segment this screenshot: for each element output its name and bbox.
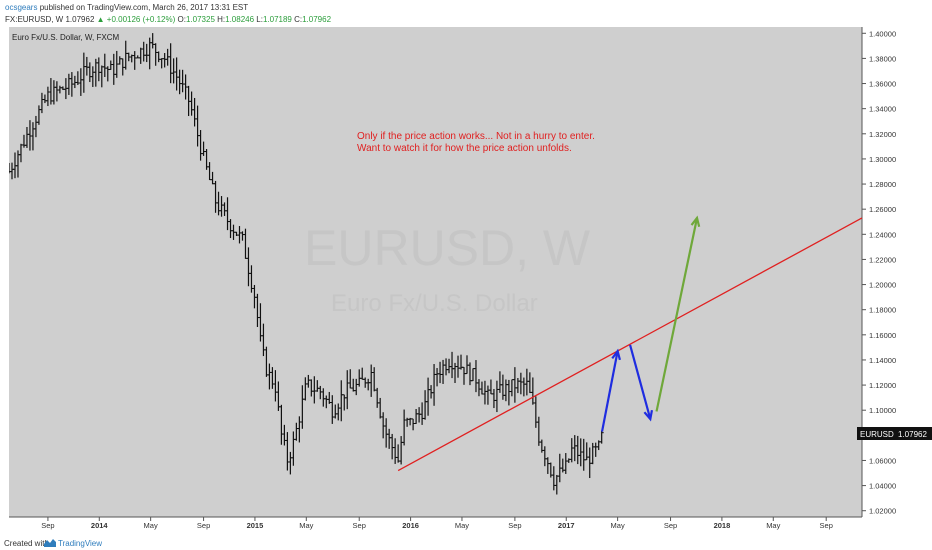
price-tick-label: 1.10000 xyxy=(869,406,896,415)
price-tick-label: 1.20000 xyxy=(869,281,896,290)
up-arrow-icon: ▲ xyxy=(96,15,105,24)
chart-svg[interactable]: EURUSD, W Euro Fx/U.S. Dollar Euro Fx/U.… xyxy=(7,27,932,537)
projection-green-arrow-head xyxy=(690,215,701,227)
author-name[interactable]: ocsgears xyxy=(5,3,38,12)
time-tick-label: May xyxy=(299,521,313,530)
time-tick-label: Sep xyxy=(664,521,677,530)
time-tick-label: May xyxy=(455,521,469,530)
close-label: C: xyxy=(294,15,303,24)
last-price: 1.07962 xyxy=(65,15,95,24)
price-axis: 1.40000 1.38000 1.36000 1.34000 1.32000 1.300… xyxy=(862,29,896,516)
time-tick-label: May xyxy=(144,521,158,530)
chart-area[interactable]: EURUSD, W Euro Fx/U.S. Dollar Euro Fx/U.… xyxy=(7,27,932,537)
time-tick-label: 2017 xyxy=(558,521,575,530)
time-tick-label: May xyxy=(611,521,625,530)
publish-info: ocsgears published on TradingView.com, M… xyxy=(5,3,248,12)
price-bars xyxy=(7,33,604,495)
annotation-line-2: Want to watch it for how the price actio… xyxy=(357,143,572,154)
time-tick-label: May xyxy=(766,521,780,530)
chart-title: Euro Fx/U.S. Dollar, W, FXCM xyxy=(12,33,119,42)
open-value: 1.07325 xyxy=(185,15,215,24)
time-tick-label: Sep xyxy=(41,521,54,530)
price-tick-label: 1.36000 xyxy=(869,80,896,89)
projection-blue-arrow-up[interactable] xyxy=(600,350,619,432)
price-tick-label: 1.12000 xyxy=(869,381,896,390)
price-tick-label: 1.02000 xyxy=(869,507,896,516)
price-tag-value: 1.07962 xyxy=(898,430,927,439)
open-label: O: xyxy=(177,15,186,24)
price-change: +0.00126 (+0.12%) xyxy=(106,15,176,24)
time-tick-label: Sep xyxy=(197,521,210,530)
drawing-overlays xyxy=(397,215,863,472)
plot-background xyxy=(9,27,862,517)
close-value: 1.07962 xyxy=(302,15,332,24)
price-tick-label: 1.22000 xyxy=(869,255,896,264)
price-tick-label: 1.34000 xyxy=(869,105,896,114)
footer: Created with TradingView xyxy=(0,537,932,550)
tradingview-logo-icon[interactable] xyxy=(44,538,56,549)
price-tick-label: 1.06000 xyxy=(869,456,896,465)
price-tick-label: 1.26000 xyxy=(869,205,896,214)
time-tick-label: 2015 xyxy=(247,521,264,530)
chart-header: ocsgears published on TradingView.com, M… xyxy=(3,2,903,28)
time-tick-label: Sep xyxy=(508,521,521,530)
watermark-symbol: EURUSD, W xyxy=(304,220,591,276)
price-tick-label: 1.14000 xyxy=(869,356,896,365)
low-value: 1.07189 xyxy=(262,15,292,24)
low-label: L: xyxy=(256,15,263,24)
price-tick-label: 1.40000 xyxy=(869,29,896,38)
ohlc-bar xyxy=(599,430,604,444)
tradingview-brand[interactable]: TradingView xyxy=(58,539,103,548)
time-tick-label: 2014 xyxy=(91,521,109,530)
projection-blue-arrow-down-head xyxy=(643,409,654,422)
projection-blue-arrow-down[interactable] xyxy=(629,344,652,420)
time-axis: Sep 2014 May Sep 2015 May Sep 2016 May Sep 2017 May… xyxy=(41,517,833,530)
time-tick-label: 2016 xyxy=(402,521,419,530)
price-tick-label: 1.18000 xyxy=(869,306,896,315)
time-tick-label: Sep xyxy=(353,521,366,530)
price-tag-value-box xyxy=(895,427,932,440)
price-tag-symbol: EURUSD xyxy=(860,430,894,439)
watermark-name: Euro Fx/U.S. Dollar xyxy=(331,290,538,317)
price-tick-label: 1.38000 xyxy=(869,54,896,63)
symbol-line: FX:EURUSD, W xyxy=(5,15,64,24)
last-price-tag: EURUSD 1.07962 xyxy=(857,427,932,440)
price-tag-symbol-box xyxy=(857,427,901,440)
price-axis-background xyxy=(862,27,932,517)
high-value: 1.08246 xyxy=(225,15,255,24)
projection-blue-arrow-up-head xyxy=(611,348,621,361)
annotation-line-1: Only if the price action works... Not in… xyxy=(357,131,595,142)
projection-green-arrow[interactable] xyxy=(655,217,699,412)
trendline[interactable] xyxy=(397,217,863,472)
time-tick-label: Sep xyxy=(820,521,833,530)
symbol-ohlc-line: FX:EURUSD, W 1.07962 ▲ +0.00126 (+0.12%)… xyxy=(5,15,331,24)
published-text: published on TradingView.com, March 26, … xyxy=(39,3,249,12)
price-tick-label: 1.28000 xyxy=(869,180,896,189)
price-tick-label: 1.30000 xyxy=(869,155,896,164)
price-tick-label: 1.32000 xyxy=(869,130,896,139)
high-label: H: xyxy=(217,15,226,24)
price-tick-label: 1.16000 xyxy=(869,331,896,340)
time-tick-label: 2018 xyxy=(714,521,731,530)
price-tick-label: 1.04000 xyxy=(869,482,896,491)
price-tick-label: 1.24000 xyxy=(869,230,896,239)
created-with-text: Created with xyxy=(4,539,49,548)
